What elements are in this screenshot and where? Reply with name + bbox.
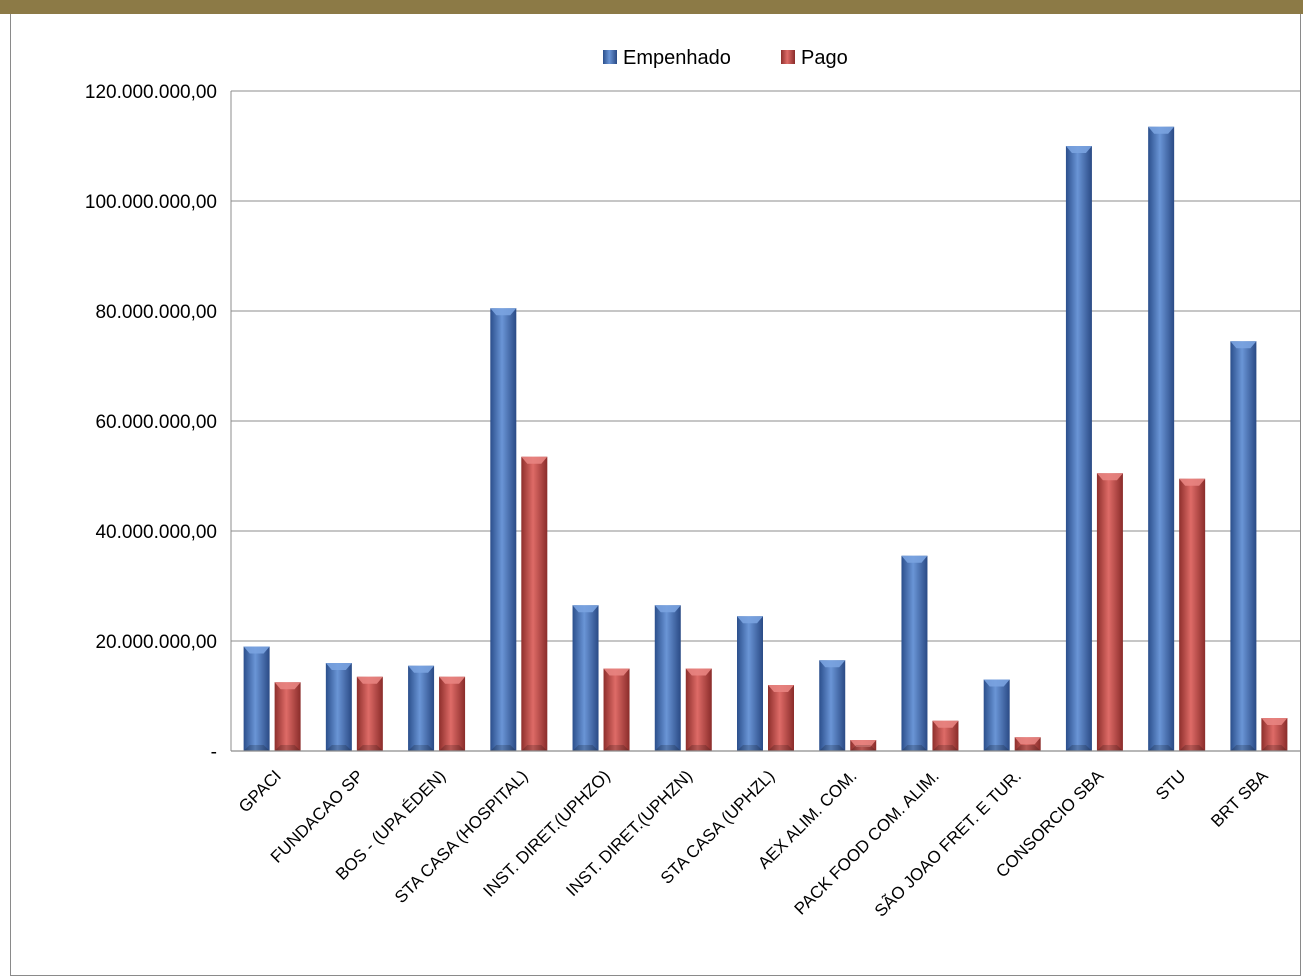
bar-pago [1261,718,1288,751]
bar-empenhado [983,679,1010,751]
bar-empenhado [737,616,763,751]
bar-pago [1179,478,1206,751]
bar-pago [768,685,794,751]
legend-label-empenhado: Empenhado [623,47,731,69]
legend-swatch-pago [781,50,795,64]
bar-empenhado [572,605,599,751]
y-tick-label: 80.000.000,00 [95,302,217,323]
y-tick-label: 20.000.000,00 [95,632,217,653]
x-category-label: BRT SBA [1207,766,1272,831]
y-tick-label: - [211,742,217,763]
x-category-label: PACK FOOD COM. ALIM. [791,766,943,918]
bar-empenhado [819,660,846,751]
bar-empenhado [1230,341,1257,751]
legend-label-pago: Pago [801,47,848,69]
y-axis-tick-labels: - 20.000.000,00 40.000.000,00 60.000.000,00… [85,82,217,763]
bar-pago [1014,737,1041,751]
bar-empenhado [243,646,270,751]
gridlines [230,90,1300,752]
bar-empenhado [901,555,928,751]
bar-chart: - 20.000.000,00 40.000.000,00 60.000.000,00… [85,47,1300,921]
y-tick-label: 100.000.000,00 [85,192,217,213]
bar-pago [1096,473,1123,751]
x-category-label: GPACI [235,766,285,816]
bar-empenhado [408,665,435,751]
bar-empenhado [1148,126,1175,751]
bar-pago [439,676,466,751]
bar-empenhado [490,308,517,751]
y-tick-label: 60.000.000,00 [95,412,217,433]
bar-empenhado [1065,146,1092,751]
bar-pago [850,740,877,751]
bar-pago [274,682,301,751]
y-tick-label: 40.000.000,00 [95,522,217,543]
y-tick-label: 120.000.000,00 [85,82,217,103]
bars [231,126,1300,752]
header-bar [0,0,1303,14]
bar-pago [603,668,630,751]
x-category-label: STA CASA (HOSPITAL) [391,766,532,907]
legend: Empenhado Pago [603,47,848,69]
chart-frame: - 20.000.000,00 40.000.000,00 60.000.000,00… [10,14,1301,976]
bar-pago [685,668,712,751]
bar-pago [932,720,959,751]
x-category-label: SÃO JOAO FRET. E TUR. [871,766,1025,920]
bar-empenhado [654,605,681,751]
legend-swatch-empenhado [603,50,617,64]
bar-pago [356,676,383,751]
x-category-label: STU [1152,766,1189,803]
bar-pago [521,456,548,751]
bar-empenhado [325,663,352,751]
